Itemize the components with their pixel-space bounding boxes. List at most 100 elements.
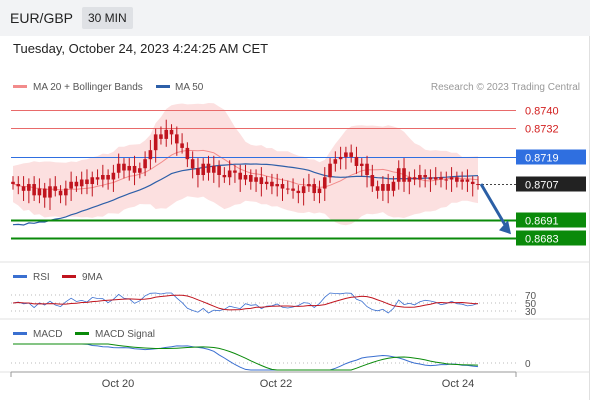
candle-body	[338, 156, 343, 160]
candle-body	[423, 175, 427, 178]
candle-body	[64, 188, 68, 196]
current-price-tag	[516, 176, 586, 192]
candle-body	[280, 184, 285, 189]
candle-body	[106, 175, 110, 180]
candle-body	[354, 156, 359, 166]
candle-body	[402, 168, 406, 182]
candle-body	[433, 177, 438, 180]
candle-body	[201, 163, 206, 175]
instrument-pair: EUR/GBP	[10, 10, 74, 26]
candle-body	[381, 184, 385, 191]
candle-body	[264, 181, 269, 185]
candle-body	[396, 168, 401, 182]
macd-legend-swatch	[13, 332, 27, 335]
candle-body	[85, 179, 89, 185]
pivot-tag	[516, 149, 586, 165]
candle-body	[138, 168, 142, 173]
candle-body	[74, 181, 79, 187]
candle-body	[222, 175, 227, 178]
candle-body	[317, 188, 322, 194]
current-price-label: 0.8707	[525, 180, 559, 192]
candle-body	[101, 175, 105, 180]
ma20-legend-swatch	[13, 85, 27, 88]
rsi-ma-line	[12, 294, 479, 311]
candle-body	[291, 188, 295, 191]
resistance-label: 0.8732	[525, 124, 559, 136]
support-tag	[516, 230, 586, 246]
candle-body	[391, 181, 396, 191]
chart-datetime: Tuesday, October 24, 2023 4:24:25 AM CET	[13, 41, 269, 56]
candle-body	[27, 184, 31, 191]
pivot-label: 0.8719	[525, 153, 559, 165]
candle-body	[439, 177, 443, 180]
candle-body	[143, 159, 147, 169]
candle-body	[465, 179, 470, 182]
candle-body	[132, 165, 137, 173]
candle-body	[53, 186, 58, 191]
candle-body	[111, 172, 116, 180]
candle-body	[476, 184, 480, 186]
candle-body	[275, 184, 280, 187]
candle-body	[196, 168, 200, 175]
candle-body	[428, 177, 433, 180]
rsi-legend-swatch	[13, 275, 27, 278]
candle-body	[153, 134, 158, 151]
candle-body	[238, 172, 243, 180]
candle-body	[322, 177, 327, 189]
support-tag	[516, 212, 586, 228]
candle-body	[95, 177, 100, 180]
candle-body	[460, 179, 464, 182]
macd-legend-label: MACD	[33, 329, 62, 340]
candle-body	[227, 170, 232, 178]
candle-body	[359, 163, 364, 166]
rsi-level-label: 50	[525, 299, 537, 310]
macd-signal-legend-label: MACD Signal	[95, 329, 155, 340]
candle-body	[148, 150, 153, 160]
ma50-legend-swatch	[156, 85, 170, 88]
candle-body	[48, 186, 52, 198]
candle-body	[307, 184, 311, 187]
ma50-legend-label: MA 50	[175, 82, 204, 93]
candle-body	[470, 181, 475, 185]
candle-body	[16, 184, 21, 187]
arrow-shaft	[479, 183, 509, 229]
macd-line	[13, 343, 479, 371]
candle-body	[444, 179, 449, 181]
candle-body	[127, 165, 132, 171]
candle-body	[42, 188, 47, 198]
candle-body	[328, 163, 332, 178]
support-label: 0.8691	[525, 216, 559, 228]
chart-credit: Research © 2023 Trading Central	[431, 82, 580, 93]
macd-grid: 0	[11, 359, 531, 370]
x-axis-labels: Oct 20 Oct 22 Oct 24	[102, 378, 474, 390]
support-label: 0.8683	[525, 234, 559, 246]
timeframe-selector[interactable]: 30 MIN	[82, 7, 133, 29]
rsi-level-label: 70	[525, 291, 537, 302]
candle-body	[69, 181, 73, 189]
candle-body	[412, 177, 417, 180]
candle-body	[365, 163, 369, 175]
candle-body	[233, 170, 237, 173]
projection-arrow	[479, 183, 511, 235]
macd-signal-legend-swatch	[75, 332, 89, 335]
candle-body	[206, 163, 211, 173]
x-tick-label: Oct 22	[260, 378, 292, 390]
candle-body	[90, 177, 95, 185]
candle-body	[37, 188, 42, 196]
candle-body	[386, 184, 390, 191]
ma20-legend-label: MA 20 + Bollinger Bands	[33, 82, 143, 93]
candle-body	[79, 179, 84, 187]
x-tick-label: Oct 24	[442, 378, 474, 390]
candle-body	[254, 177, 258, 182]
candle-body	[211, 165, 216, 173]
candle-body	[248, 175, 253, 182]
candle-body	[169, 129, 174, 135]
rsi-ma-legend-label: 9MA	[82, 272, 103, 283]
rsi-level-label: 30	[525, 307, 537, 318]
candle-body	[344, 152, 348, 157]
macd-signal-line	[13, 343, 479, 371]
candle-body	[122, 163, 126, 171]
rsi-legend-label: RSI	[33, 272, 50, 283]
